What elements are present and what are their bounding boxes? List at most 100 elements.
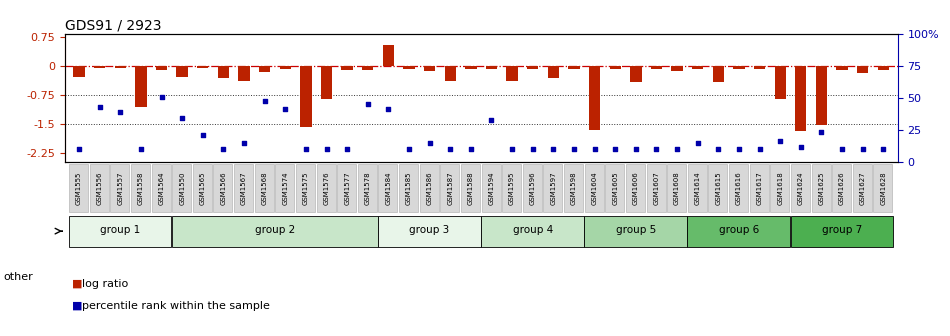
Text: GSM1598: GSM1598	[571, 171, 577, 205]
Text: GSM1628: GSM1628	[881, 171, 886, 205]
Point	[690, 141, 705, 146]
Bar	[197, 66, 208, 68]
Text: group 6: group 6	[719, 225, 759, 236]
Text: group 7: group 7	[822, 225, 863, 236]
Bar	[795, 66, 807, 131]
Bar	[503, 164, 522, 212]
Bar	[321, 66, 332, 99]
Text: group 3: group 3	[409, 225, 449, 236]
Bar	[651, 66, 662, 69]
Bar	[832, 164, 851, 212]
Text: GSM1550: GSM1550	[180, 171, 185, 205]
Text: GSM1605: GSM1605	[612, 171, 618, 205]
Text: GSM1568: GSM1568	[261, 171, 268, 205]
Text: GSM1608: GSM1608	[674, 171, 680, 205]
Text: log ratio: log ratio	[82, 279, 128, 289]
Bar	[482, 164, 501, 212]
Point	[298, 146, 314, 152]
Bar	[729, 164, 748, 212]
Point	[587, 146, 602, 152]
Bar	[589, 66, 600, 130]
Text: GSM1627: GSM1627	[860, 171, 865, 205]
Text: GSM1596: GSM1596	[530, 171, 536, 205]
Text: GSM1585: GSM1585	[406, 171, 412, 205]
Bar	[857, 66, 868, 73]
Bar	[506, 66, 518, 81]
Bar	[584, 216, 687, 247]
Text: GSM1565: GSM1565	[200, 171, 206, 205]
Bar	[404, 66, 414, 69]
Text: GSM1567: GSM1567	[241, 171, 247, 205]
Bar	[485, 66, 497, 69]
Point	[793, 144, 808, 150]
Text: GSM1557: GSM1557	[117, 171, 124, 205]
Bar	[378, 164, 397, 212]
Bar	[630, 66, 641, 82]
Point	[732, 146, 747, 152]
Text: GSM1558: GSM1558	[138, 171, 143, 205]
Bar	[276, 164, 294, 212]
Bar	[218, 66, 229, 79]
Point	[876, 146, 891, 152]
Bar	[647, 164, 666, 212]
Text: GSM1614: GSM1614	[694, 171, 701, 205]
Bar	[853, 164, 872, 212]
Point	[566, 146, 581, 152]
Point	[814, 129, 829, 134]
Text: GSM1597: GSM1597	[550, 171, 557, 205]
Bar	[543, 164, 562, 212]
Text: GSM1586: GSM1586	[427, 171, 432, 205]
Point	[381, 106, 396, 112]
Bar	[68, 216, 171, 247]
Point	[422, 141, 437, 146]
Bar	[564, 164, 583, 212]
Bar	[584, 164, 603, 212]
Text: GSM1556: GSM1556	[97, 171, 103, 205]
Bar	[214, 164, 233, 212]
Point	[772, 138, 788, 144]
Text: percentile rank within the sample: percentile rank within the sample	[82, 301, 270, 311]
Bar	[420, 164, 439, 212]
Text: GSM1564: GSM1564	[159, 171, 164, 205]
Bar	[279, 66, 291, 69]
Point	[319, 146, 334, 152]
Text: GSM1575: GSM1575	[303, 171, 309, 205]
Point	[443, 146, 458, 152]
Point	[464, 146, 479, 152]
Bar	[172, 216, 378, 247]
Point	[195, 133, 210, 138]
Bar	[568, 66, 580, 69]
Text: group 4: group 4	[513, 225, 553, 236]
Point	[504, 146, 520, 152]
Point	[608, 146, 623, 152]
Text: group 1: group 1	[100, 225, 141, 236]
Bar	[115, 66, 126, 68]
Bar	[750, 164, 769, 212]
Bar	[709, 164, 728, 212]
Text: group 5: group 5	[616, 225, 656, 236]
Bar	[358, 164, 377, 212]
Bar	[172, 164, 191, 212]
Point	[277, 106, 293, 112]
Point	[525, 146, 541, 152]
Text: group 2: group 2	[255, 225, 295, 236]
Bar	[481, 216, 584, 247]
Bar	[193, 164, 212, 212]
Bar	[548, 66, 559, 79]
Bar	[672, 66, 683, 71]
Bar	[399, 164, 418, 212]
Text: ■: ■	[72, 279, 83, 289]
Point	[670, 146, 685, 152]
Point	[855, 146, 870, 152]
Bar	[605, 164, 624, 212]
Bar	[378, 216, 481, 247]
Point	[154, 95, 169, 100]
Bar	[445, 66, 456, 81]
Bar	[316, 164, 335, 212]
Bar	[774, 66, 786, 99]
Bar	[383, 45, 394, 66]
Point	[133, 146, 148, 152]
Bar	[790, 216, 893, 247]
Text: GSM1584: GSM1584	[386, 171, 391, 205]
Bar	[816, 66, 827, 125]
